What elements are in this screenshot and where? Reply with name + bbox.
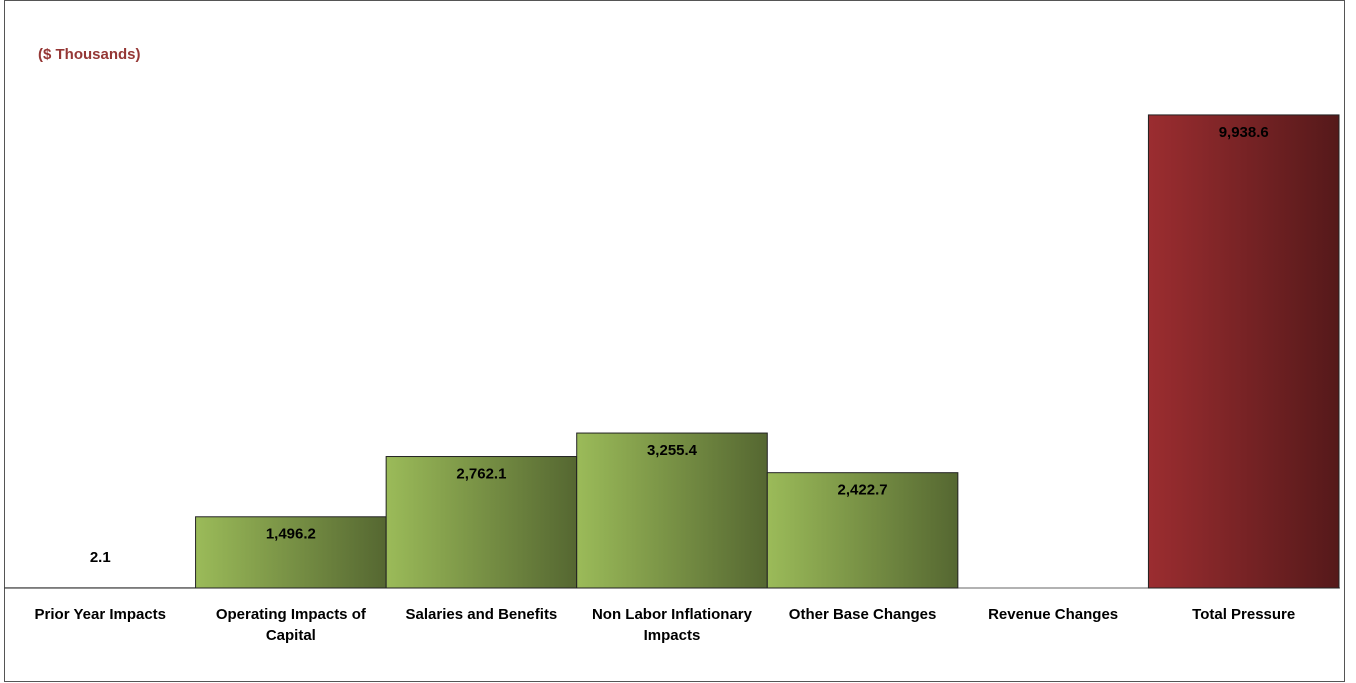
x-tick-label: Total Pressure xyxy=(1192,606,1296,623)
bar xyxy=(766,472,959,589)
chart-title: ($ Thousands) xyxy=(38,46,141,63)
bar xyxy=(385,456,578,589)
bar xyxy=(576,432,768,589)
x-tick-label: Salaries and Benefits xyxy=(405,606,558,623)
data-label: 3,255.4 xyxy=(647,442,698,459)
x-tick-label: Prior Year Impacts xyxy=(34,606,167,623)
data-label: 2,422.7 xyxy=(838,482,888,499)
x-tick-label: Revenue Changes xyxy=(988,606,1119,623)
x-tick-label: Other Base Changes xyxy=(788,606,937,623)
data-label: 1,496.2 xyxy=(266,526,316,543)
data-label: 2,762.1 xyxy=(456,465,506,482)
data-label: 2.1 xyxy=(90,549,111,566)
x-tick-label: Non Labor Inflationary Impacts xyxy=(591,606,752,644)
data-label: 9,938.6 xyxy=(1219,124,1269,141)
bar xyxy=(1147,114,1340,589)
bar xyxy=(195,516,387,589)
x-tick-label: Operating Impacts of Capital xyxy=(215,606,366,644)
